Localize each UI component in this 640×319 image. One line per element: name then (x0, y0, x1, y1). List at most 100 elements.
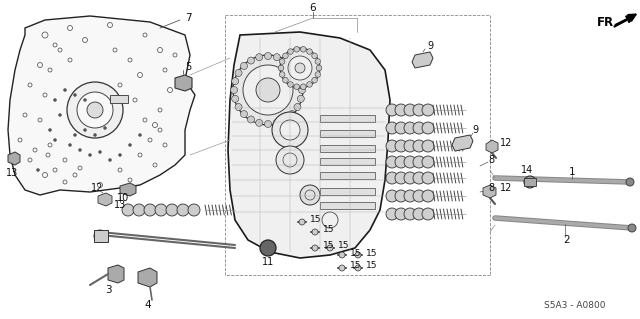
Circle shape (248, 57, 255, 64)
Circle shape (339, 265, 345, 271)
Circle shape (312, 245, 318, 251)
Circle shape (264, 121, 271, 128)
Circle shape (49, 129, 51, 131)
Bar (524, 178, 536, 186)
Text: 12: 12 (500, 183, 513, 193)
Circle shape (58, 114, 61, 116)
Circle shape (404, 190, 416, 202)
Circle shape (395, 104, 407, 116)
Polygon shape (98, 193, 112, 206)
Circle shape (282, 57, 289, 64)
Circle shape (422, 208, 434, 220)
Circle shape (232, 78, 239, 85)
Circle shape (312, 53, 317, 59)
Bar (320, 158, 375, 165)
Circle shape (315, 59, 321, 64)
Polygon shape (452, 135, 473, 151)
Circle shape (177, 204, 189, 216)
Text: 11: 11 (262, 257, 274, 267)
Text: 4: 4 (145, 300, 151, 310)
Circle shape (395, 140, 407, 152)
Circle shape (188, 204, 200, 216)
Circle shape (279, 59, 285, 64)
Text: 15: 15 (310, 216, 321, 225)
Text: 6: 6 (310, 3, 316, 13)
Circle shape (422, 122, 434, 134)
Circle shape (422, 104, 434, 116)
Circle shape (315, 72, 321, 77)
Text: 15: 15 (323, 226, 335, 234)
Text: 9: 9 (472, 125, 478, 135)
Text: 3: 3 (105, 285, 111, 295)
Circle shape (294, 47, 300, 52)
Circle shape (276, 146, 304, 174)
Circle shape (312, 229, 318, 235)
Circle shape (273, 54, 280, 61)
Text: 2: 2 (564, 235, 570, 245)
Polygon shape (486, 140, 498, 153)
Text: 5: 5 (185, 62, 191, 72)
Circle shape (272, 112, 308, 148)
Circle shape (83, 129, 86, 131)
Circle shape (626, 178, 634, 186)
Circle shape (79, 149, 81, 152)
Circle shape (144, 204, 156, 216)
Circle shape (386, 190, 398, 202)
Circle shape (404, 208, 416, 220)
Circle shape (386, 208, 398, 220)
Circle shape (294, 103, 301, 110)
Circle shape (279, 72, 285, 77)
Text: 13: 13 (6, 168, 18, 178)
Circle shape (307, 82, 312, 87)
Circle shape (395, 190, 407, 202)
Circle shape (87, 102, 103, 118)
Bar (320, 115, 375, 122)
Circle shape (404, 122, 416, 134)
Circle shape (298, 78, 305, 85)
Circle shape (395, 172, 407, 184)
Circle shape (355, 265, 361, 271)
Text: FR.: FR. (597, 16, 619, 28)
Circle shape (166, 204, 178, 216)
Circle shape (301, 47, 306, 52)
Circle shape (248, 116, 255, 123)
Text: 15: 15 (338, 241, 349, 250)
Text: 1: 1 (569, 167, 575, 177)
Circle shape (289, 111, 296, 117)
Circle shape (288, 82, 293, 87)
Circle shape (422, 172, 434, 184)
Circle shape (422, 156, 434, 168)
Bar (320, 188, 375, 195)
Polygon shape (108, 265, 124, 283)
Text: 7: 7 (185, 13, 191, 23)
Polygon shape (483, 185, 496, 198)
Text: 12: 12 (500, 138, 513, 148)
Circle shape (307, 49, 312, 54)
Circle shape (413, 190, 425, 202)
Circle shape (298, 95, 305, 102)
Circle shape (301, 84, 306, 90)
Text: 12: 12 (91, 183, 103, 193)
Text: 15: 15 (350, 249, 362, 257)
Bar (320, 172, 375, 179)
Circle shape (628, 224, 636, 232)
Circle shape (386, 156, 398, 168)
Circle shape (99, 151, 102, 153)
Bar (94, 230, 108, 242)
Polygon shape (175, 75, 192, 91)
Circle shape (422, 140, 434, 152)
Circle shape (404, 104, 416, 116)
Circle shape (241, 111, 248, 117)
Circle shape (282, 116, 289, 123)
Circle shape (386, 172, 398, 184)
Circle shape (256, 54, 262, 61)
Circle shape (413, 172, 425, 184)
Circle shape (83, 99, 86, 101)
Text: 8: 8 (488, 183, 494, 193)
Circle shape (109, 159, 111, 161)
Circle shape (256, 78, 280, 102)
Circle shape (54, 99, 56, 101)
Text: 15: 15 (366, 262, 378, 271)
Circle shape (77, 92, 113, 128)
Circle shape (235, 103, 242, 110)
